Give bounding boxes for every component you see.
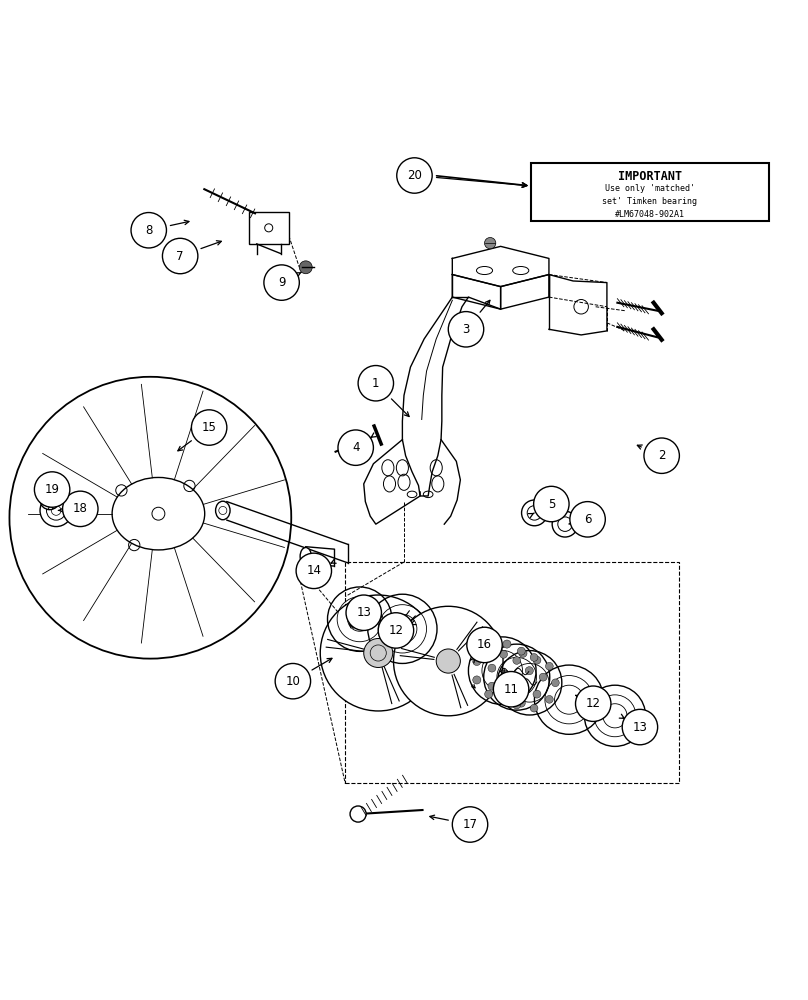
Circle shape <box>346 595 381 630</box>
Circle shape <box>533 656 541 664</box>
Circle shape <box>525 667 533 675</box>
Text: 13: 13 <box>356 606 371 619</box>
Circle shape <box>499 650 507 658</box>
Circle shape <box>131 213 166 248</box>
Bar <box>473 645 484 650</box>
Circle shape <box>364 638 393 667</box>
Text: 3: 3 <box>462 323 469 336</box>
Circle shape <box>62 491 98 527</box>
Circle shape <box>358 366 393 401</box>
Text: set' Timken bearing: set' Timken bearing <box>603 197 697 206</box>
Circle shape <box>393 606 503 716</box>
Circle shape <box>320 595 436 711</box>
Circle shape <box>533 690 541 698</box>
Text: 7: 7 <box>176 250 184 263</box>
Ellipse shape <box>112 477 204 550</box>
Circle shape <box>467 627 503 663</box>
Circle shape <box>499 696 507 704</box>
Circle shape <box>264 265 299 300</box>
Circle shape <box>552 679 559 687</box>
Circle shape <box>299 261 312 274</box>
Circle shape <box>162 238 198 274</box>
Circle shape <box>191 410 227 445</box>
Circle shape <box>40 494 72 527</box>
Circle shape <box>502 688 509 695</box>
Ellipse shape <box>300 548 311 565</box>
Circle shape <box>530 654 538 661</box>
Text: 16: 16 <box>477 638 492 651</box>
Circle shape <box>485 237 496 249</box>
Ellipse shape <box>216 501 230 520</box>
Circle shape <box>488 664 496 672</box>
Circle shape <box>513 657 520 664</box>
Circle shape <box>276 663 310 699</box>
Circle shape <box>539 673 547 681</box>
Text: 13: 13 <box>633 721 647 734</box>
Circle shape <box>570 502 605 537</box>
Text: 12: 12 <box>389 624 403 637</box>
Text: 14: 14 <box>306 564 322 577</box>
Bar <box>249 212 288 244</box>
Text: 12: 12 <box>586 697 600 710</box>
Circle shape <box>397 158 432 193</box>
Circle shape <box>545 695 553 703</box>
Circle shape <box>519 649 527 657</box>
Circle shape <box>296 553 331 589</box>
Circle shape <box>521 500 547 526</box>
Bar <box>345 562 680 783</box>
Circle shape <box>35 472 69 507</box>
Circle shape <box>575 686 611 721</box>
Circle shape <box>448 312 484 347</box>
Circle shape <box>436 649 461 673</box>
Text: IMPORTANT: IMPORTANT <box>618 170 682 183</box>
Circle shape <box>513 701 520 709</box>
Circle shape <box>488 682 496 690</box>
Circle shape <box>378 613 414 648</box>
Circle shape <box>519 684 527 692</box>
Circle shape <box>452 807 488 842</box>
Circle shape <box>338 430 373 465</box>
Circle shape <box>473 657 481 666</box>
Text: 8: 8 <box>145 224 153 237</box>
Circle shape <box>517 647 525 655</box>
Circle shape <box>40 490 59 510</box>
Text: 1: 1 <box>372 377 380 390</box>
Text: 10: 10 <box>285 675 301 688</box>
Text: 4: 4 <box>352 441 360 454</box>
Circle shape <box>533 486 569 522</box>
Circle shape <box>350 806 366 822</box>
Circle shape <box>473 676 481 684</box>
Text: 17: 17 <box>462 818 478 831</box>
Text: 2: 2 <box>658 449 666 462</box>
Circle shape <box>622 709 658 745</box>
Circle shape <box>485 643 493 651</box>
Circle shape <box>545 662 553 670</box>
Text: 6: 6 <box>584 513 591 526</box>
Text: 5: 5 <box>548 498 555 511</box>
Circle shape <box>10 377 291 659</box>
Circle shape <box>494 672 528 707</box>
Circle shape <box>502 670 509 678</box>
Circle shape <box>503 640 511 648</box>
Circle shape <box>485 690 493 698</box>
Text: 19: 19 <box>44 483 60 496</box>
Text: 15: 15 <box>202 421 217 434</box>
Text: 11: 11 <box>503 683 519 696</box>
Circle shape <box>552 511 578 537</box>
Circle shape <box>517 699 525 707</box>
Circle shape <box>644 438 680 473</box>
Circle shape <box>503 693 511 701</box>
Bar <box>531 163 768 221</box>
Circle shape <box>530 704 538 712</box>
Text: 20: 20 <box>407 169 422 182</box>
Text: Use only 'matched': Use only 'matched' <box>605 184 695 193</box>
Text: #LM67048-902A1: #LM67048-902A1 <box>615 210 685 219</box>
Text: 18: 18 <box>73 502 88 515</box>
Text: 9: 9 <box>278 276 285 289</box>
